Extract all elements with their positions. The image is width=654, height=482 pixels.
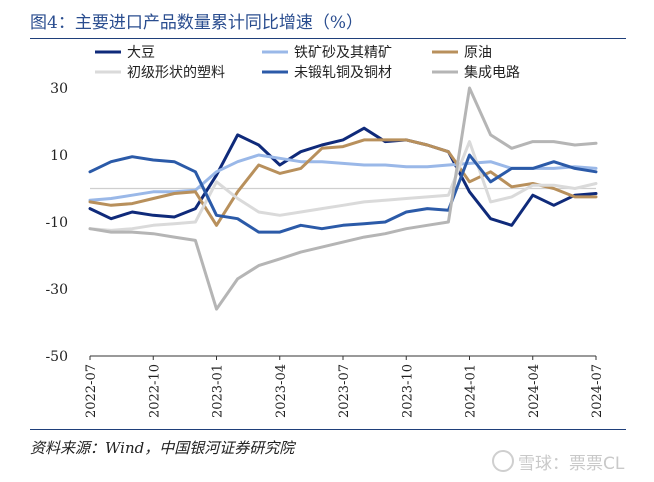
y-tick-label: 30 <box>50 81 68 97</box>
legend-label-2: 铁矿砂及其精矿 <box>294 45 392 61</box>
x-tick-label: 2023-10 <box>400 364 415 418</box>
legend-label-3: 原油 <box>464 45 492 61</box>
source-note: 资料来源：Wind，中国银河证券研究院 <box>30 439 295 457</box>
watermark-text: 雪球：票票CL <box>518 454 625 474</box>
watermark: 雪球：票票CL <box>492 449 624 474</box>
series-line-5 <box>88 153 598 234</box>
x-tick-label: 2023-01 <box>211 364 226 418</box>
bottom-rule <box>30 429 626 430</box>
x-tick-label: 2024-01 <box>464 364 479 418</box>
series-line-4 <box>88 140 598 232</box>
y-tick-label: -50 <box>45 349 68 365</box>
legend-label-6: 集成电路 <box>464 64 520 81</box>
series-line-3 <box>88 138 598 227</box>
x-tick-label: 2023-04 <box>274 364 289 418</box>
y-tick-label: -30 <box>45 282 68 298</box>
legend-label-4: 初级形状的塑料 <box>127 64 225 81</box>
series-lines <box>88 86 598 311</box>
legend-label-5: 未锻轧铜及铜材 <box>294 65 392 81</box>
x-tick-label: 2022-07 <box>84 364 99 418</box>
title-rule <box>30 38 626 39</box>
series-line-1 <box>88 126 598 227</box>
y-tick-label: 10 <box>50 148 68 164</box>
x-tick-label: 2022-10 <box>147 364 162 418</box>
y-tick-label: -10 <box>45 215 68 231</box>
series-line-6 <box>88 86 598 311</box>
x-tick-label: 2023-07 <box>337 364 352 418</box>
x-tick-label: 2024-04 <box>527 364 542 418</box>
x-tick-label: 2024-07 <box>590 364 605 418</box>
axes: 30 10 -10 -30 -50 2022-07 2022-10 2023-01 2023-0… <box>45 81 605 418</box>
figure-title: 图4：主要进口产品数量累计同比增速（%） <box>30 13 363 33</box>
line-chart: 30 10 -10 -30 -50 2022-07 2022-10 2023-01 2023-0… <box>45 45 605 418</box>
legend-label-1: 大豆 <box>127 45 155 61</box>
snowball-logo-icon <box>492 450 514 472</box>
